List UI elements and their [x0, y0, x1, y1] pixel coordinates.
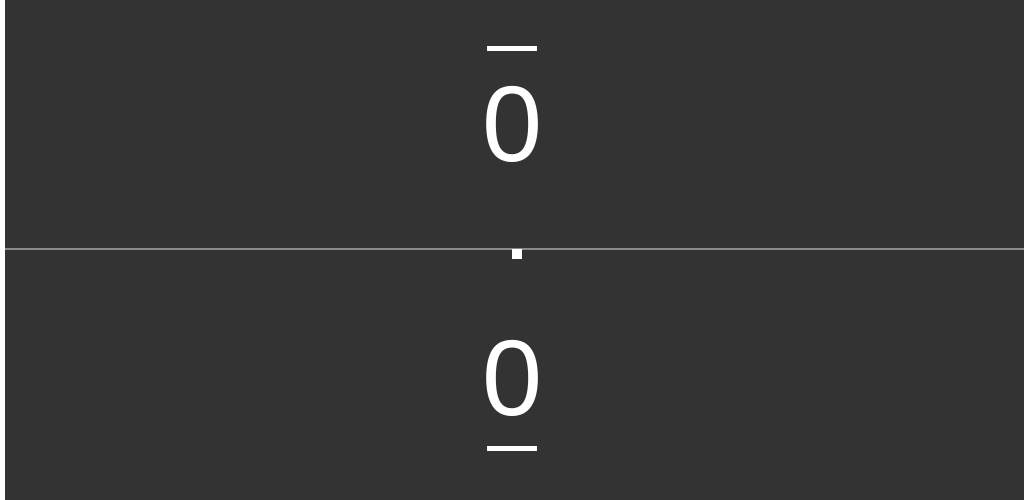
game-court[interactable]: 0 0 [5, 0, 1024, 500]
ball [512, 249, 522, 259]
bottom-paddle[interactable] [487, 446, 537, 451]
top-player-score: 0 [481, 63, 543, 184]
top-paddle[interactable] [487, 46, 537, 51]
bottom-player-score: 0 [481, 317, 543, 438]
